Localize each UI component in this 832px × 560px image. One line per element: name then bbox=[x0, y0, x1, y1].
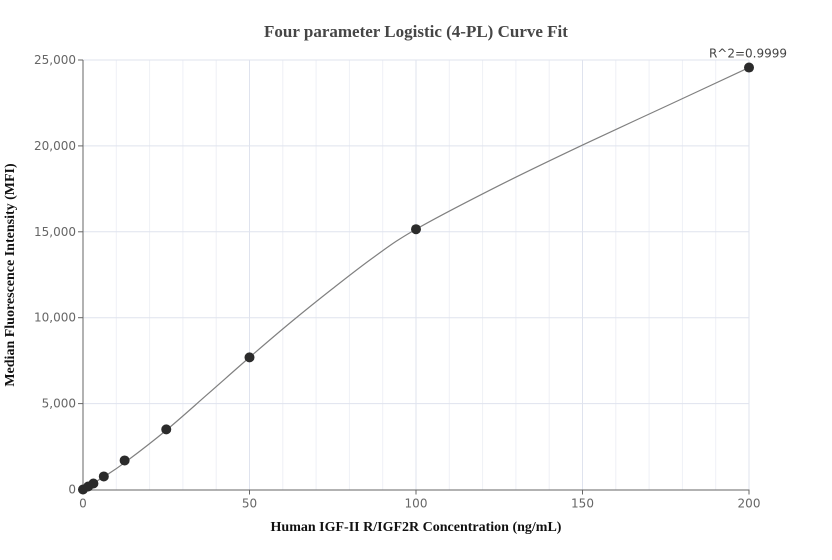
tick-labels: 0 50 100 150 200 0 5,000 10,000 15,000 20,000 25,0… bbox=[34, 53, 760, 511]
x-tick-label: 100 bbox=[405, 497, 428, 511]
x-tick-label: 0 bbox=[79, 497, 87, 511]
data-point bbox=[98, 471, 109, 482]
y-tick-label: 25,000 bbox=[34, 53, 76, 67]
chart-title: Four parameter Logistic (4-PL) Curve Fit bbox=[264, 22, 568, 41]
fit-curve bbox=[82, 67, 750, 491]
x-tick-label: 200 bbox=[738, 497, 761, 511]
y-axis-title: Median Fluorescence Intensity (MFI) bbox=[3, 163, 18, 387]
y-tick-label: 20,000 bbox=[34, 139, 76, 153]
data-points bbox=[78, 62, 754, 495]
y-tick-label: 5,000 bbox=[42, 397, 76, 411]
data-point bbox=[88, 478, 99, 489]
y-tick-label: 0 bbox=[68, 483, 76, 497]
data-point bbox=[161, 424, 172, 435]
data-point bbox=[744, 62, 754, 73]
grid-lines bbox=[83, 59, 750, 490]
x-tick-label: 50 bbox=[242, 497, 257, 511]
data-point bbox=[411, 224, 421, 235]
x-axis-title: Human IGF-II R/IGF2R Concentration (ng/m… bbox=[271, 520, 562, 535]
data-point bbox=[244, 352, 255, 363]
y-tick-label: 15,000 bbox=[34, 225, 76, 239]
data-point bbox=[119, 455, 130, 466]
x-tick-label: 150 bbox=[571, 497, 594, 511]
y-tick-label: 10,000 bbox=[34, 311, 76, 325]
r-squared-annotation: R^2=0.9999 bbox=[709, 47, 787, 61]
